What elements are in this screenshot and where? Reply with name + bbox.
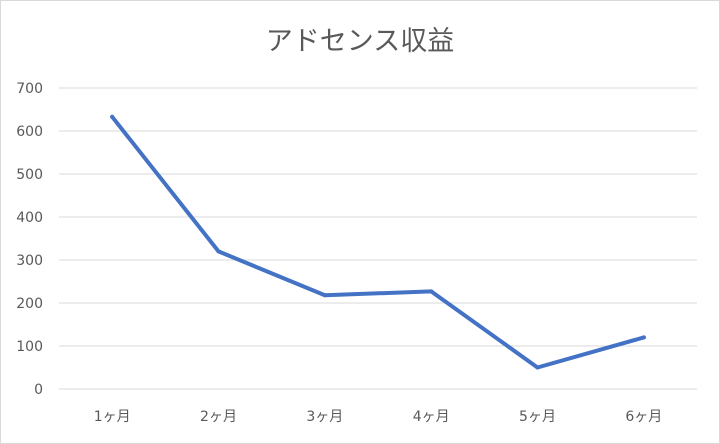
y-tick-label: 100	[16, 339, 43, 355]
x-tick-label: 6ヶ月	[625, 409, 662, 425]
y-tick-label: 300	[16, 253, 43, 269]
chart-title: アドセンス収益	[265, 26, 455, 57]
x-tick-label: 3ヶ月	[306, 409, 343, 425]
y-tick-label: 700	[16, 81, 43, 97]
x-tick-label: 5ヶ月	[519, 409, 556, 425]
x-tick-label: 1ヶ月	[94, 409, 131, 425]
data-point	[322, 293, 327, 298]
data-point	[110, 114, 115, 119]
y-tick-label: 0	[34, 382, 43, 398]
x-tick-label: 4ヶ月	[413, 409, 450, 425]
x-tick-label: 2ヶ月	[200, 409, 237, 425]
y-tick-label: 200	[16, 296, 43, 312]
data-point	[429, 289, 434, 294]
data-point	[641, 335, 646, 340]
data-point	[535, 365, 540, 370]
y-tick-label: 500	[16, 167, 43, 183]
data-point	[216, 249, 221, 254]
series-line	[110, 114, 646, 370]
y-tick-label: 600	[16, 124, 43, 140]
y-tick-label: 400	[16, 210, 43, 226]
